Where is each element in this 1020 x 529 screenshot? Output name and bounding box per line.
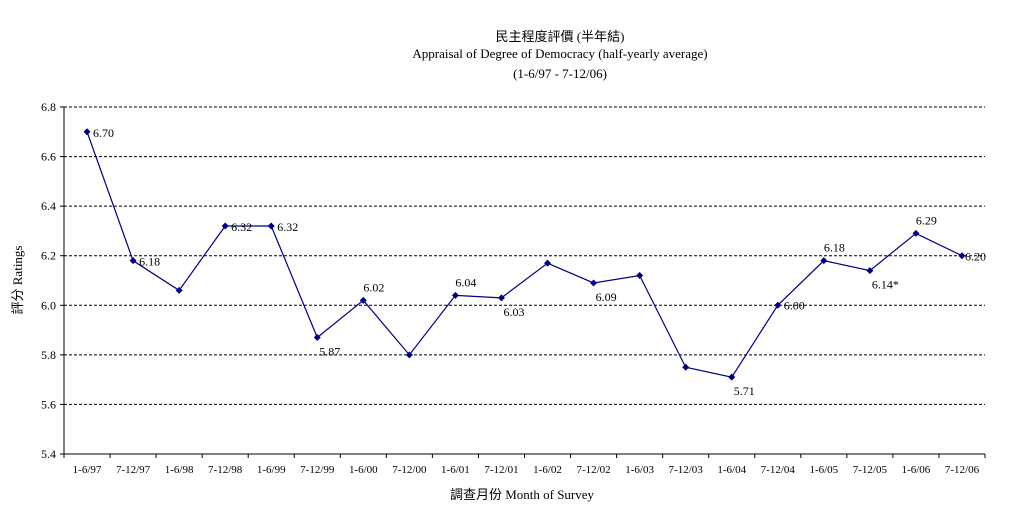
- x-tick-label: 1-6/99: [257, 464, 286, 476]
- data-point-marker: [405, 351, 413, 359]
- data-point-marker: [221, 222, 229, 230]
- x-tick-label: 1-6/03: [625, 464, 654, 476]
- x-tick-label: 7-12/01: [484, 464, 518, 476]
- data-label: 6.09: [596, 290, 617, 304]
- x-tick-labels: 1-6/97 7-12/97 1-6/98 7-12/98 1-6/99 7-12/99 1…: [73, 464, 980, 476]
- x-tick-label: 7-12/97: [116, 464, 151, 476]
- data-label: 6.70: [93, 126, 114, 140]
- y-tick-label: 6.0: [41, 298, 56, 312]
- data-label: 6.00: [784, 298, 805, 312]
- data-label: 6.14*: [872, 278, 899, 292]
- y-tick-label: 6.4: [41, 199, 56, 213]
- chart-subtitle: Appraisal of Degree of Democracy (half-y…: [412, 46, 708, 61]
- data-point-marker: [912, 229, 920, 237]
- series-line: [86, 131, 963, 378]
- y-tick-label: 5.4: [41, 447, 56, 461]
- x-tick-label: 7-12/03: [669, 464, 704, 476]
- x-tick-label: 7-12/99: [300, 464, 335, 476]
- series-line-path: [86, 131, 963, 378]
- data-label: 6.04: [455, 275, 476, 289]
- data-point-marker: [958, 252, 966, 260]
- x-axis-label: 調查月份 Month of Survey: [450, 487, 595, 502]
- data-label: 6.18: [139, 255, 160, 269]
- data-label: 6.32: [231, 220, 252, 234]
- data-label: 5.87: [319, 345, 340, 359]
- data-point-marker: [866, 267, 874, 275]
- data-point-marker: [175, 286, 183, 294]
- data-point-marker: [544, 259, 552, 267]
- data-point-marker: [820, 257, 828, 265]
- gridlines: [64, 106, 985, 405]
- data-point-marker: [497, 294, 505, 302]
- data-point-marker: [451, 291, 459, 299]
- data-label: 6.32: [277, 220, 298, 234]
- y-axis-label: 評分 Ratings: [10, 246, 25, 315]
- x-tick-label: 1-6/04: [717, 464, 746, 476]
- y-tick-label: 6.6: [41, 150, 56, 164]
- x-tick-label: 1-6/02: [533, 464, 562, 476]
- data-point-marker: [774, 301, 782, 309]
- x-tick-label: 1-6/98: [165, 464, 194, 476]
- data-labels: 6.70 6.18 6.32 6.32 5.87 6.02 6.04 6.03 6.09 5.71…: [93, 126, 986, 398]
- x-tick-label: 1-6/01: [441, 464, 470, 476]
- x-tick-label: 1-6/06: [902, 464, 931, 476]
- x-tick-label: 7-12/05: [853, 464, 888, 476]
- data-point-marker: [728, 373, 736, 381]
- y-tick-label: 6.8: [41, 100, 56, 114]
- y-tick-label: 5.8: [41, 348, 56, 362]
- data-point-marker: [129, 257, 137, 265]
- chart-date-range: (1-6/97 - 7-12/06): [513, 66, 607, 81]
- x-tick-label: 7-12/06: [945, 464, 980, 476]
- data-label: 5.71: [734, 384, 755, 398]
- data-point-marker: [636, 272, 644, 280]
- data-point-marker: [590, 279, 598, 287]
- data-point-marker: [267, 222, 275, 230]
- data-label: 6.29: [916, 213, 937, 227]
- data-label: 6.18: [824, 241, 845, 255]
- x-tick-label: 1-6/97: [73, 464, 102, 476]
- chart-title: 民主程度評價 (半年結): [495, 29, 625, 44]
- axes: [60, 106, 986, 458]
- y-tick-label: 5.6: [41, 397, 56, 411]
- data-label: 6.20: [965, 250, 986, 264]
- data-point-marker: [313, 334, 321, 342]
- x-tick-label: 1-6/00: [349, 464, 378, 476]
- x-tick-label: 7-12/00: [392, 464, 427, 476]
- data-point-marker: [359, 296, 367, 304]
- data-points: [83, 128, 966, 381]
- data-point-marker: [682, 363, 690, 371]
- y-tick-label: 6.2: [41, 249, 56, 263]
- x-tick-label: 7-12/98: [208, 464, 243, 476]
- x-tick-label: 7-12/04: [761, 464, 796, 476]
- data-label: 6.02: [363, 280, 384, 294]
- data-point-marker: [83, 128, 91, 136]
- x-tick-label: 1-6/05: [809, 464, 838, 476]
- y-tick-labels: 5.4 5.6 5.8 6.0 6.2 6.4 6.6 6.8: [41, 100, 56, 461]
- x-tick-label: 7-12/02: [576, 464, 610, 476]
- data-label: 6.03: [503, 305, 524, 319]
